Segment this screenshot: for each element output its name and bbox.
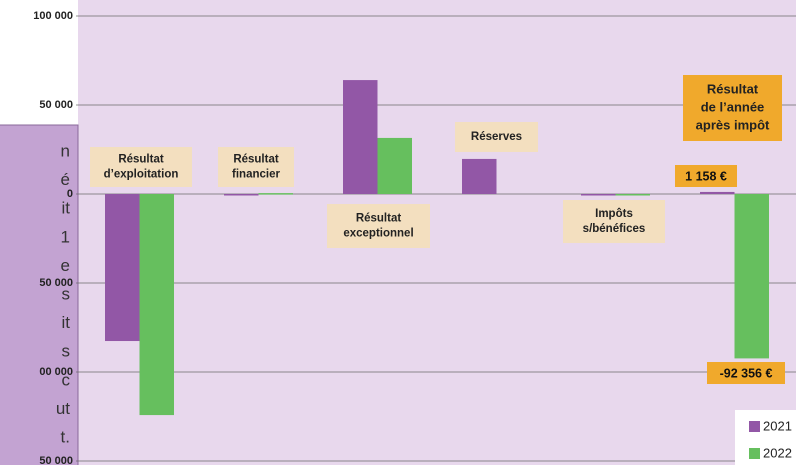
category-label: Résultat — [118, 154, 164, 166]
value-label-box — [675, 165, 737, 187]
category-label: Impôts — [595, 208, 633, 220]
bar — [581, 194, 616, 196]
side-note-text: e — [61, 256, 70, 275]
bar — [105, 194, 140, 342]
bar — [377, 137, 412, 194]
side-note-text: s — [62, 342, 71, 361]
side-note-text: ut — [56, 399, 70, 418]
legend-swatch — [749, 421, 760, 432]
bar — [734, 194, 769, 359]
y-tick-label: 50 000 — [39, 455, 73, 465]
bar — [343, 80, 378, 194]
value-label-box — [707, 362, 785, 384]
category-label-box — [327, 204, 430, 248]
plot-background — [78, 0, 796, 465]
category-label-box — [683, 75, 782, 141]
side-note-text: it — [62, 313, 71, 332]
side-note-text: it — [62, 199, 71, 218]
bar — [258, 193, 293, 195]
category-label: s/bénéfices — [583, 223, 646, 235]
bar — [139, 194, 174, 416]
category-label: d’exploitation — [104, 169, 179, 181]
legend-label: 2021 — [763, 418, 792, 433]
category-label: Résultat — [233, 154, 279, 166]
bar — [462, 158, 497, 194]
category-label: Réserves — [471, 131, 522, 143]
side-note-text: n — [61, 141, 70, 160]
value-label: 1 158 € — [685, 169, 727, 183]
category-label-box — [455, 122, 538, 152]
side-note-text: t. — [61, 427, 70, 446]
y-tick-label: 100 000 — [33, 10, 73, 22]
legend-box — [735, 410, 796, 465]
category-label: Résultat — [707, 81, 759, 96]
value-label: -92 356 € — [720, 366, 773, 380]
category-label-box — [218, 147, 294, 187]
legend-swatch — [749, 448, 760, 459]
side-note-text: s — [62, 284, 71, 303]
bar — [224, 194, 259, 196]
bar — [700, 191, 735, 194]
side-note-text: é — [61, 170, 70, 189]
y-tick-label: 0 — [67, 188, 73, 200]
category-label: de l’année — [701, 99, 765, 114]
category-label-box — [563, 200, 665, 243]
category-label: financier — [232, 169, 280, 181]
y-tick-label: 50 000 — [39, 99, 73, 111]
y-tick-label: 50 000 — [39, 277, 73, 289]
side-note-box — [0, 124, 79, 465]
side-note-text: c — [62, 370, 71, 389]
side-note-text: 1 — [61, 227, 70, 246]
bar — [615, 194, 650, 196]
category-label-box — [90, 147, 192, 187]
category-label: après impôt — [696, 117, 770, 132]
category-label: Résultat — [356, 213, 402, 225]
y-tick-label: 00 000 — [39, 366, 73, 378]
category-label: exceptionnel — [343, 228, 413, 240]
legend-label: 2022 — [763, 445, 792, 460]
